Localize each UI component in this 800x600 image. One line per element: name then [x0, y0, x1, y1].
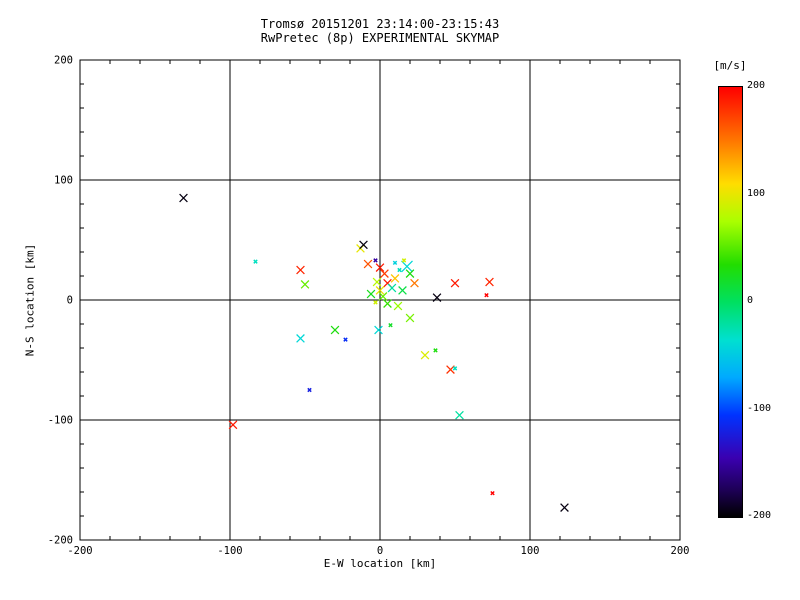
colorbar-unit-label: [m/s]	[713, 59, 747, 72]
scatter-marker	[380, 269, 389, 278]
scatter-marker	[375, 286, 385, 295]
scatter-marker	[452, 366, 458, 371]
colorbar	[718, 86, 743, 518]
scatter-marker	[296, 265, 305, 275]
scatter-marker	[330, 325, 340, 335]
y-tick-label: -100	[48, 415, 73, 427]
scatter-marker	[401, 258, 407, 263]
colorbar-tick-label: 0	[747, 295, 754, 306]
colorbar-tick-label: 200	[747, 80, 766, 91]
scatter-marker	[392, 260, 398, 266]
scatter-marker	[410, 278, 419, 288]
scatter-marker	[253, 259, 258, 264]
scatter-marker	[393, 301, 403, 311]
scatter-marker	[373, 258, 378, 263]
x-axis-label: E-W location [km]	[323, 557, 437, 570]
colorbar-tick-label: -200	[747, 510, 772, 521]
scatter-marker	[388, 322, 393, 328]
scatter-marker	[179, 193, 188, 203]
scatter-marker	[484, 292, 489, 298]
scatter-marker	[420, 350, 430, 360]
scatter-marker	[307, 387, 312, 393]
scatter-marker	[378, 292, 388, 301]
scatter-marker	[383, 299, 392, 308]
scatter-marker	[374, 325, 383, 335]
y-tick-label: -200	[48, 535, 73, 547]
scatter-marker	[450, 278, 460, 288]
scatter-marker	[405, 269, 415, 278]
scatter-marker	[228, 420, 238, 430]
scatter-marker	[397, 267, 402, 273]
scatter-marker	[405, 313, 415, 323]
x-tick-label: 100	[521, 545, 540, 557]
scatter-marker	[300, 280, 310, 289]
scatter-marker	[485, 277, 494, 287]
scatter-marker	[398, 286, 407, 295]
scatter-marker	[432, 293, 442, 302]
x-tick-label: 200	[671, 545, 690, 557]
scatter-marker	[560, 503, 569, 512]
y-tick-label: 200	[54, 55, 73, 67]
scatter-marker	[363, 259, 373, 269]
scatter-marker	[296, 334, 305, 343]
plot-title-line1: Tromsø 20151201 23:14:00-23:15:43	[260, 17, 500, 31]
scatter-marker	[375, 263, 385, 272]
x-tick-label: 0	[377, 545, 383, 557]
x-tick-label: -100	[217, 545, 242, 557]
scatter-marker	[401, 260, 413, 273]
x-tick-label: -200	[67, 545, 92, 557]
scatter-marker	[343, 337, 348, 342]
scatter-marker	[390, 274, 400, 283]
scatter-marker	[359, 240, 368, 250]
colorbar-tick-label: -100	[747, 402, 772, 414]
scatter-marker	[372, 277, 382, 287]
plot-title-line2: RwPretec (8p) EXPERIMENTAL SKYMAP	[260, 31, 500, 45]
scatter-marker	[490, 490, 495, 496]
scatter-marker	[387, 283, 397, 293]
y-tick-label: 100	[54, 175, 73, 187]
scatter-marker	[433, 348, 438, 353]
scatter-marker	[366, 289, 376, 299]
y-tick-label: 0	[67, 295, 73, 307]
scatter-marker	[455, 410, 464, 420]
scatter-marker	[373, 300, 378, 305]
colorbar-tick-label: 100	[747, 187, 766, 199]
